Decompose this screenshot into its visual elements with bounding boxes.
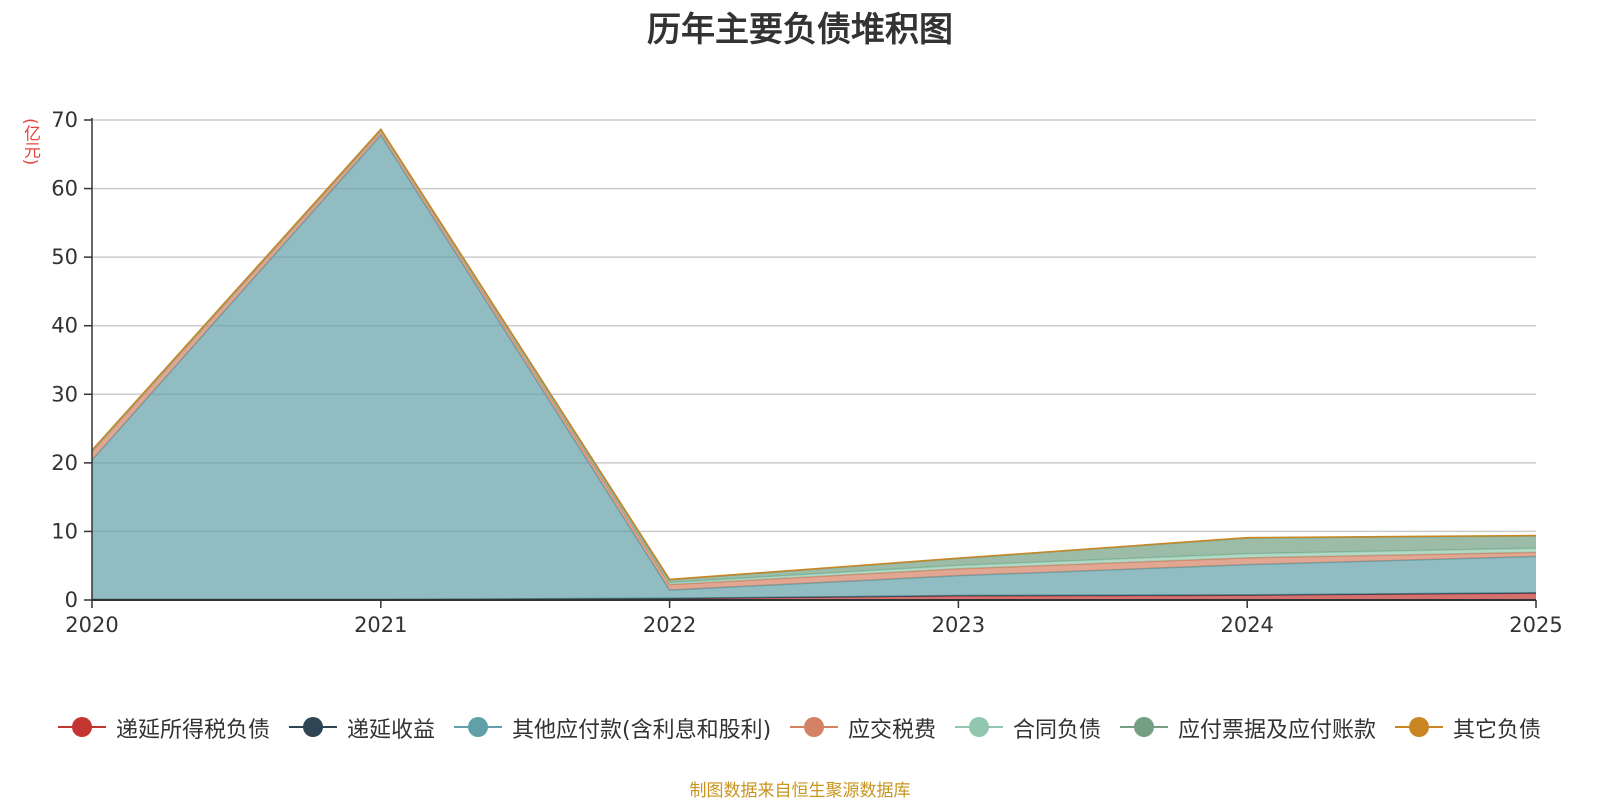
legend-dot-icon	[1409, 717, 1429, 737]
data-source-note: 制图数据来自恒生聚源数据库	[689, 781, 911, 801]
legend-dot-icon	[303, 717, 323, 737]
legend-label: 应付票据及应付账款	[1178, 718, 1377, 743]
stacked-area-chart: 0 10 20 30 40 50 60 70 2020 2021 2022 2023 2024 2025	[51, 108, 1562, 637]
legend-label: 其它负债	[1453, 718, 1542, 743]
legend-label: 应交税费	[848, 718, 937, 743]
x-tick-label: 2024	[1220, 613, 1273, 637]
y-tick-label: 60	[51, 177, 78, 201]
chart-title: 历年主要负债堆积图	[647, 10, 953, 50]
area-series-2	[92, 135, 1536, 600]
x-tick-label: 2022	[643, 613, 696, 637]
legend-item[interactable]: 应付票据及应付账款	[1120, 710, 1377, 744]
x-tick-label: 2021	[354, 613, 407, 637]
y-tick-label: 70	[51, 108, 78, 132]
legend-dot-icon	[72, 717, 92, 737]
y-tick-label: 50	[51, 245, 78, 269]
legend-item[interactable]: 其他应付款(含利息和股利)	[454, 710, 772, 744]
legend-item[interactable]: 合同负债	[955, 710, 1102, 744]
legend-dot-icon	[1134, 717, 1154, 737]
series-line-6	[91, 128, 1537, 581]
legend-label: 合同负债	[1013, 718, 1102, 743]
y-tick-label: 20	[51, 451, 78, 475]
legend-dot-icon	[468, 717, 488, 737]
tick-labels: 0 10 20 30 40 50 60 70 2020 2021 2022 2023 2024 2025	[51, 108, 1562, 637]
area-series	[91, 128, 1537, 601]
legend-item[interactable]: 递延所得税负债	[58, 710, 271, 744]
legend-item[interactable]: 递延收益	[289, 710, 436, 744]
y-tick-label: 30	[51, 382, 78, 406]
y-tick-label: 40	[51, 314, 78, 338]
y-tick-label: 10	[51, 519, 78, 543]
x-tick-label: 2023	[932, 613, 985, 637]
legend-dot-icon	[969, 717, 989, 737]
area-series-0	[92, 593, 1536, 600]
y-tick-label: 0	[65, 588, 78, 612]
legend-item[interactable]: 其它负债	[1395, 710, 1542, 744]
legend: 递延所得税负债 递延收益 其他应付款(含利息和股利) 应交税费 合同负债 应付票据及应付账…	[0, 710, 1600, 744]
legend-item[interactable]: 应交税费	[790, 710, 937, 744]
y-axis-unit: (亿元)	[20, 118, 40, 166]
legend-label: 递延所得税负债	[116, 718, 271, 743]
legend-label: 递延收益	[347, 718, 436, 743]
x-tick-label: 2025	[1509, 613, 1562, 637]
legend-dot-icon	[804, 717, 824, 737]
x-tick-label: 2020	[65, 613, 118, 637]
axes	[84, 118, 1537, 608]
legend-label: 其他应付款(含利息和股利)	[512, 718, 772, 743]
